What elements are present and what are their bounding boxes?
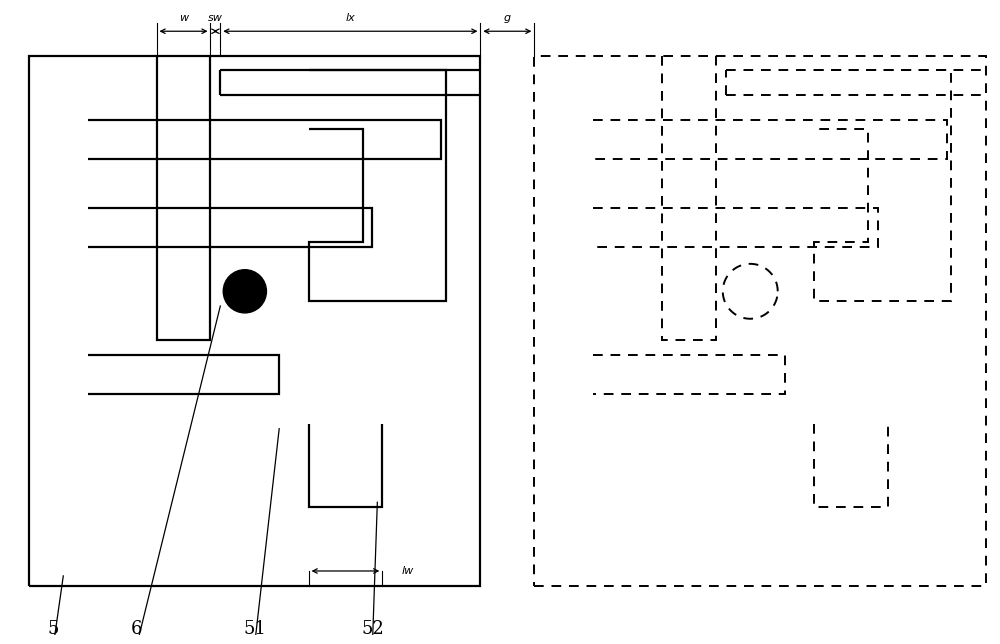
Text: 5: 5 xyxy=(48,620,59,638)
Text: sw: sw xyxy=(208,14,223,23)
Text: lx: lx xyxy=(345,14,355,23)
Circle shape xyxy=(223,270,266,313)
Text: g: g xyxy=(504,14,511,23)
Text: 52: 52 xyxy=(361,620,384,638)
Text: 51: 51 xyxy=(243,620,266,638)
Text: lw: lw xyxy=(402,566,414,576)
Text: 6: 6 xyxy=(131,620,143,638)
Text: w: w xyxy=(179,14,188,23)
